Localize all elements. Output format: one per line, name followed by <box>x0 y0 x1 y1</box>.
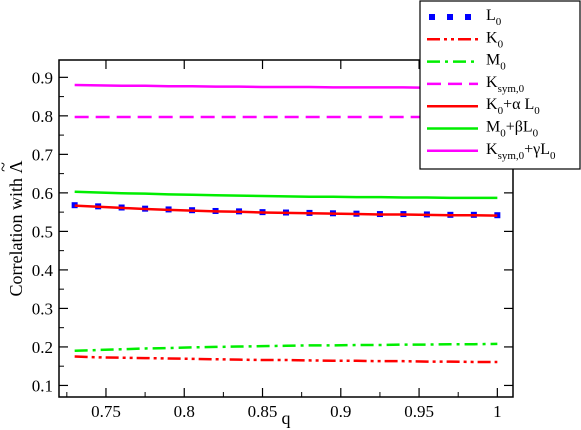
svg-text:~: ~ <box>0 162 13 172</box>
legend-label: M0+βL0 <box>486 119 539 140</box>
legend-entry-L0: L0 <box>429 7 502 28</box>
legend-label: K0+α L0 <box>486 96 540 117</box>
legend-entry-Ksym0gL0: Ksym,0+γL0 <box>427 141 556 162</box>
legend-entry-K0: K0 <box>427 29 504 50</box>
y-axis-title: Correlation with Λ~ <box>0 160 26 296</box>
x-tick-label: 0.75 <box>91 402 121 421</box>
legend-label: L0 <box>486 7 502 28</box>
line-K0 <box>74 355 498 364</box>
y-tick-label: 0.8 <box>32 107 53 126</box>
y-tick-label: 0.4 <box>32 261 54 280</box>
x-tick-label: 0.85 <box>248 402 278 421</box>
line-M0 <box>74 342 498 353</box>
series-K0 <box>74 355 498 364</box>
x-axis-title: q <box>282 408 291 428</box>
plot-frame <box>58 59 514 398</box>
y-tick-label: 0.1 <box>32 376 53 395</box>
y-tick-label: 0.3 <box>32 299 53 318</box>
line-K0aL0 <box>74 204 498 217</box>
line-M0bL0 <box>74 190 498 200</box>
point-L0-0 <box>71 202 78 209</box>
y-tick-label: 0.6 <box>32 184 53 203</box>
axes: 0.75 0.8 0.85 0.9 0.95 1 0.1 0.2 0.3 0.4 0.5 0.6 0.7… <box>0 59 514 428</box>
x-tick-label: 0.95 <box>404 402 434 421</box>
y-tick-label: 0.9 <box>32 68 53 87</box>
legend-entry-M0bL0: M0+βL0 <box>427 119 539 140</box>
legend-entry-K0aL0: K0+α L0 <box>427 96 540 117</box>
y-tick-label: 0.2 <box>32 338 53 357</box>
series-K0aL0 <box>74 204 498 217</box>
legend-label: Ksym,0 <box>486 74 525 95</box>
legend-label: M0 <box>486 52 506 73</box>
legend-entry-Ksym0: Ksym,0 <box>427 74 525 95</box>
svg-text:Correlation with Λ: Correlation with Λ <box>6 160 26 296</box>
legend-box <box>419 0 581 170</box>
y-tick-label: 0.5 <box>32 222 53 241</box>
legend-entry-M0: M0 <box>427 52 506 73</box>
x-tick-label: 1 <box>493 402 502 421</box>
legend-label: K0 <box>486 29 504 50</box>
series-M0bL0 <box>74 190 498 200</box>
legend-label: Ksym,0+γL0 <box>486 141 556 162</box>
series-M0 <box>74 342 498 353</box>
x-tick-label: 0.9 <box>330 402 351 421</box>
x-tick-label: 0.8 <box>174 402 195 421</box>
y-tick-label: 0.7 <box>32 145 54 164</box>
